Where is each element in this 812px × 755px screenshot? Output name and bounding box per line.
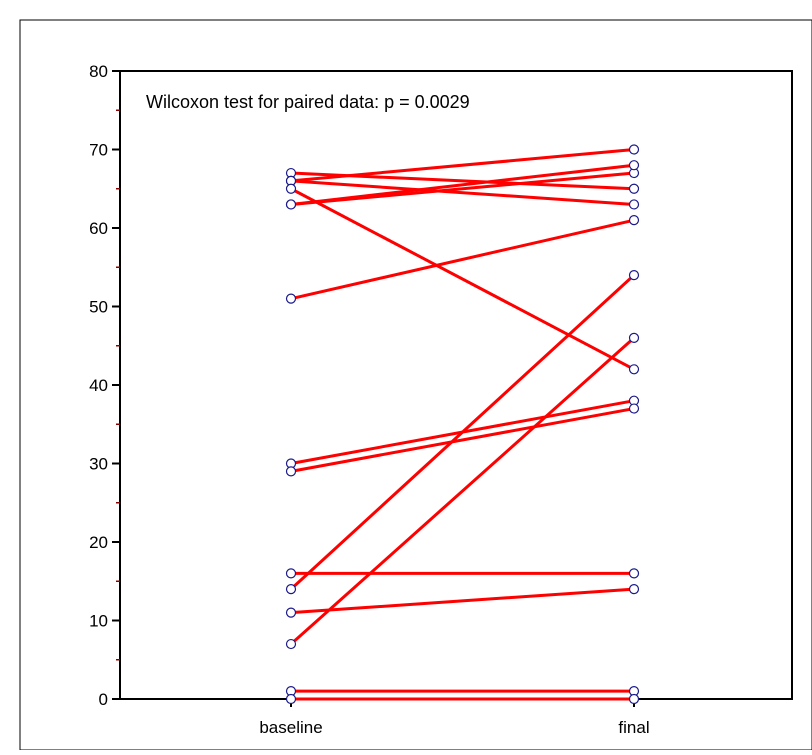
baseline-point bbox=[285, 568, 297, 579]
baseline-point bbox=[285, 199, 297, 210]
baseline-point bbox=[285, 466, 297, 477]
figure-border bbox=[19, 19, 812, 751]
y-tick-label: 20 bbox=[89, 533, 108, 552]
final-point bbox=[628, 583, 640, 595]
y-tick-label: 50 bbox=[89, 298, 108, 317]
final-point bbox=[628, 403, 640, 414]
y-tick-label: 70 bbox=[89, 141, 108, 160]
test-annotation: Wilcoxon test for paired data: p = 0.002… bbox=[146, 92, 470, 112]
final-point bbox=[628, 215, 640, 226]
pair-line bbox=[289, 273, 636, 591]
pair-line bbox=[289, 336, 636, 646]
y-tick-label: 0 bbox=[99, 690, 108, 709]
baseline-point bbox=[285, 293, 297, 304]
baseline-point bbox=[285, 583, 297, 595]
pair-line bbox=[289, 587, 636, 615]
final-point bbox=[628, 199, 640, 210]
x-tick-label: final bbox=[618, 718, 649, 737]
baseline-point bbox=[285, 183, 297, 194]
final-point bbox=[628, 332, 640, 343]
final-point bbox=[628, 270, 640, 281]
pair-line bbox=[289, 179, 636, 206]
markers bbox=[285, 144, 640, 705]
final-point bbox=[628, 364, 640, 375]
pair-line bbox=[289, 407, 636, 473]
y-tick-label: 80 bbox=[89, 62, 108, 81]
pair-line bbox=[289, 187, 636, 371]
y-tick-label: 10 bbox=[89, 612, 108, 631]
final-point bbox=[628, 568, 640, 579]
final-point bbox=[628, 144, 640, 155]
final-point bbox=[628, 183, 640, 194]
y-tick-label: 30 bbox=[89, 455, 108, 474]
x-tick-label: baseline bbox=[259, 718, 322, 737]
pair-lines bbox=[289, 148, 636, 701]
final-point bbox=[628, 693, 640, 705]
baseline-point bbox=[285, 607, 297, 618]
baseline-point bbox=[285, 638, 297, 650]
pair-line bbox=[289, 148, 636, 183]
pair-line bbox=[289, 163, 636, 206]
pair-line bbox=[289, 218, 636, 301]
y-tick-label: 60 bbox=[89, 219, 108, 238]
y-tick-label: 40 bbox=[89, 376, 108, 395]
baseline-point bbox=[285, 693, 297, 705]
final-point bbox=[628, 160, 640, 171]
